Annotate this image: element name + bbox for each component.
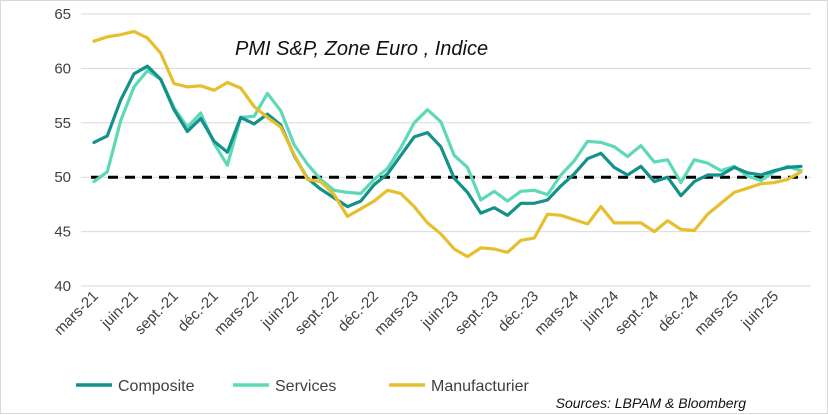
y-tick-label: 45 [54, 224, 71, 241]
x-tick-label: mars-21 [51, 288, 102, 339]
y-tick-label: 40 [54, 278, 71, 295]
legend-label-composite: Composite [118, 378, 195, 395]
x-tick-label: sept.-23 [452, 288, 502, 338]
legend: Composite Services Manufacturier [76, 378, 529, 395]
series-line-manufacturier [92, 29, 803, 259]
legend-label-services: Services [275, 378, 336, 395]
y-tick-label: 60 [54, 60, 71, 77]
y-tick-label: 50 [54, 169, 71, 186]
chart-title: PMI S&P, Zone Euro , Indice [235, 38, 488, 60]
x-tick-label: mars-23 [371, 288, 422, 339]
series-group [92, 29, 803, 259]
series-line-composite [92, 64, 803, 217]
x-tick-label: mars-25 [691, 288, 742, 339]
y-tick-label: 55 [54, 115, 71, 132]
y-axis: 40 45 50 55 60 65 [54, 6, 71, 295]
source-note: Sources: LBPAM & Bloomberg [556, 395, 747, 411]
y-tick-label: 65 [54, 6, 71, 23]
legend-label-manufacturier: Manufacturier [431, 378, 529, 395]
x-tick-label: sept.-24 [612, 288, 662, 338]
x-axis: mars-21juin-21sept.-21déc.-21mars-22juin… [51, 288, 782, 339]
x-tick-label: sept.-21 [132, 288, 182, 338]
x-tick-label: juin-25 [738, 288, 783, 333]
x-tick-label: mars-24 [531, 288, 582, 339]
x-tick-label: sept.-22 [292, 288, 342, 338]
x-tick-label: mars-22 [211, 288, 262, 339]
